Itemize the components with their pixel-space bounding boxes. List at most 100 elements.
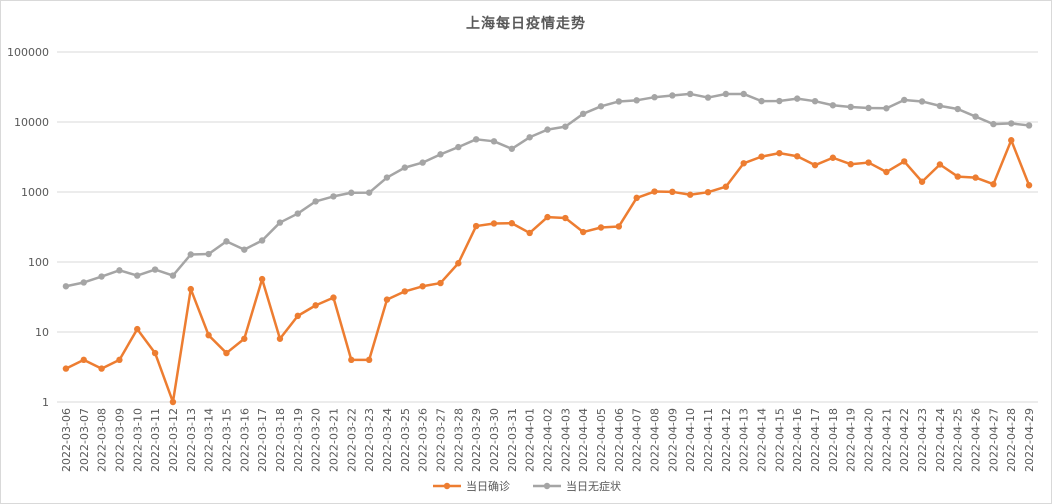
data-point — [1008, 120, 1015, 127]
data-point — [312, 302, 319, 309]
data-point — [722, 90, 730, 98]
data-point — [740, 160, 747, 167]
legend-marker — [443, 482, 451, 490]
data-point — [918, 178, 926, 185]
data-point — [811, 161, 819, 169]
x-tick-label: 2022-03-11 — [149, 408, 162, 472]
x-tick-label: 2022-03-09 — [113, 408, 126, 472]
data-point — [169, 272, 177, 279]
data-point — [865, 159, 872, 166]
data-point — [704, 188, 712, 196]
data-point — [62, 365, 70, 372]
y-tick-label: 1000 — [21, 186, 49, 199]
data-point — [383, 296, 391, 303]
data-point — [258, 237, 266, 244]
x-tick-label: 2022-04-22 — [898, 408, 911, 472]
x-tick-label: 2022-04-10 — [684, 408, 697, 472]
x-tick-label: 2022-03-12 — [167, 408, 180, 472]
x-tick-label: 2022-04-19 — [845, 408, 858, 472]
data-point — [722, 183, 730, 190]
x-tick-label: 2022-04-21 — [880, 408, 893, 472]
x-tick-label: 2022-03-07 — [78, 408, 91, 472]
x-tick-label: 2022-04-28 — [1005, 408, 1018, 472]
x-tick-label: 2022-03-28 — [452, 408, 465, 472]
data-point — [348, 189, 355, 196]
data-point — [776, 149, 783, 157]
data-point — [205, 332, 212, 339]
data-point — [615, 98, 623, 105]
data-point — [794, 95, 801, 102]
x-tick-label: 2022-04-07 — [631, 408, 644, 472]
data-point — [686, 191, 694, 198]
data-point — [597, 103, 605, 110]
data-point — [829, 102, 837, 109]
data-point — [116, 267, 123, 274]
legend-label: 当日无症状 — [566, 479, 621, 493]
data-point — [1025, 182, 1033, 189]
x-tick-label: 2022-04-17 — [809, 408, 822, 472]
data-point — [954, 173, 961, 180]
x-tick-label: 2022-04-01 — [524, 408, 537, 472]
data-point — [954, 105, 961, 113]
x-tick-label: 2022-04-27 — [987, 408, 1000, 472]
series-line — [65, 92, 1030, 288]
x-tick-label: 2022-03-21 — [327, 408, 340, 472]
data-point — [562, 214, 569, 222]
data-point — [865, 104, 872, 112]
data-point — [151, 266, 159, 273]
y-tick-label: 100000 — [7, 46, 49, 59]
x-tick-label: 2022-04-25 — [952, 408, 965, 472]
data-point — [490, 220, 498, 227]
x-tick-label: 2022-03-31 — [506, 408, 519, 472]
x-tick-label: 2022-04-20 — [863, 408, 876, 472]
x-tick-label: 2022-03-23 — [363, 408, 376, 472]
data-point — [651, 94, 658, 101]
data-point — [526, 229, 533, 237]
data-point — [990, 120, 997, 128]
data-point — [276, 335, 284, 342]
data-point — [811, 97, 819, 105]
x-tick-label: 2022-03-08 — [96, 408, 109, 472]
data-point — [669, 92, 676, 99]
data-point — [901, 158, 908, 165]
data-point — [562, 123, 569, 130]
data-point — [294, 312, 301, 320]
data-point — [330, 193, 337, 200]
x-tick-label: 2022-04-12 — [720, 408, 733, 472]
x-tick-label: 2022-04-09 — [666, 408, 679, 472]
data-point — [544, 126, 551, 133]
data-point — [419, 159, 426, 166]
data-point — [80, 356, 87, 364]
data-point — [526, 134, 533, 141]
data-point — [615, 223, 623, 230]
data-point — [134, 325, 141, 333]
data-point — [241, 335, 248, 342]
data-point — [294, 210, 301, 217]
data-point — [437, 279, 444, 287]
x-tick-label: 2022-04-11 — [702, 408, 715, 472]
data-point — [1025, 122, 1033, 129]
x-tick-label: 2022-03-20 — [310, 408, 323, 472]
x-tick-label: 2022-04-04 — [577, 408, 590, 472]
legend-marker — [543, 482, 551, 490]
data-point — [365, 189, 373, 196]
data-point — [490, 138, 498, 145]
x-tick-label: 2022-04-13 — [738, 408, 751, 472]
x-tick-label: 2022-04-23 — [916, 408, 929, 472]
data-point — [472, 136, 480, 143]
data-point — [187, 251, 194, 258]
data-point — [847, 161, 854, 168]
x-tick-label: 2022-04-15 — [773, 408, 786, 472]
series-line — [65, 139, 1031, 404]
data-point — [883, 168, 890, 176]
x-tick-label: 2022-04-06 — [613, 408, 626, 472]
data-point — [758, 153, 765, 160]
data-point — [205, 250, 212, 258]
x-tick-label: 2022-03-26 — [417, 408, 430, 472]
x-tick-label: 2022-03-30 — [488, 408, 501, 472]
data-point — [348, 356, 355, 364]
x-tick-label: 2022-03-29 — [470, 408, 483, 472]
data-point — [455, 143, 462, 151]
